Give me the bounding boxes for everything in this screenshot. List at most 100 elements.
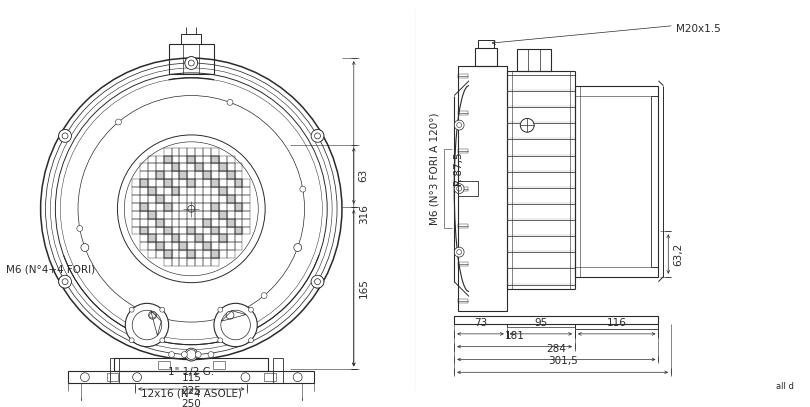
Bar (235, 227, 242, 234)
Text: 73: 73 (474, 318, 487, 328)
Bar (164, 227, 172, 234)
Bar (242, 211, 250, 219)
Bar (172, 179, 180, 187)
Bar (148, 219, 156, 227)
Polygon shape (211, 203, 219, 211)
Bar (164, 250, 172, 258)
Bar (235, 203, 242, 211)
Bar (132, 187, 140, 195)
Polygon shape (164, 227, 172, 234)
Bar (211, 179, 219, 187)
Bar (180, 179, 187, 187)
Bar (164, 250, 172, 258)
Bar (172, 148, 180, 155)
Bar (148, 171, 156, 179)
Bar (172, 155, 180, 164)
Bar (187, 250, 195, 258)
Bar (187, 227, 195, 234)
Bar (195, 155, 203, 164)
Bar (235, 171, 242, 179)
Bar (180, 250, 187, 258)
Bar (172, 242, 180, 250)
Bar (132, 211, 140, 219)
Bar (140, 187, 148, 195)
Bar (140, 227, 148, 234)
Bar (458, 66, 507, 311)
Bar (172, 211, 180, 219)
Bar (140, 234, 148, 242)
Text: 250: 250 (181, 399, 201, 407)
Bar (187, 219, 195, 227)
Polygon shape (219, 187, 227, 195)
Bar (242, 187, 250, 195)
Bar (156, 219, 164, 227)
Bar (180, 242, 187, 250)
Bar (180, 203, 187, 211)
Bar (458, 149, 468, 153)
Polygon shape (156, 195, 164, 203)
Polygon shape (211, 179, 219, 187)
Polygon shape (203, 219, 211, 227)
Text: 116: 116 (607, 318, 627, 328)
Bar (148, 187, 156, 195)
Bar (219, 187, 227, 195)
Bar (227, 171, 235, 179)
Bar (203, 155, 211, 164)
Circle shape (454, 247, 464, 257)
Bar (132, 203, 140, 211)
Bar (109, 359, 119, 383)
Bar (164, 148, 172, 155)
Bar (211, 155, 219, 164)
Polygon shape (187, 179, 195, 187)
Circle shape (160, 307, 164, 312)
Bar (242, 195, 250, 203)
Bar (156, 171, 164, 179)
Polygon shape (227, 219, 235, 227)
Bar (203, 148, 211, 155)
Circle shape (249, 338, 254, 343)
Polygon shape (172, 187, 180, 195)
Bar (164, 171, 172, 179)
Bar (172, 195, 180, 203)
Polygon shape (148, 187, 156, 195)
Bar (227, 234, 235, 242)
Bar (203, 187, 211, 195)
Bar (195, 250, 203, 258)
Bar (203, 195, 211, 203)
Polygon shape (187, 250, 195, 258)
Bar (575, 86, 659, 277)
Polygon shape (235, 227, 242, 234)
Bar (195, 148, 203, 155)
Bar (219, 234, 227, 242)
Bar (172, 234, 180, 242)
Bar (187, 171, 195, 179)
Polygon shape (180, 171, 187, 179)
Polygon shape (227, 171, 235, 179)
Bar (132, 179, 140, 187)
Bar (227, 203, 235, 211)
Bar (227, 187, 235, 195)
Bar (180, 171, 187, 179)
Text: 316: 316 (359, 204, 369, 224)
Bar (227, 211, 235, 219)
Bar (148, 234, 156, 242)
Polygon shape (195, 164, 203, 171)
Bar (203, 179, 211, 187)
Bar (164, 155, 172, 164)
Polygon shape (211, 227, 219, 234)
Bar (458, 112, 468, 116)
Circle shape (150, 312, 156, 318)
Bar (227, 250, 235, 258)
Bar (172, 219, 180, 227)
Bar (475, 48, 497, 66)
Bar (242, 219, 250, 227)
Bar (235, 179, 242, 187)
Bar (203, 227, 211, 234)
Bar (180, 242, 187, 250)
Bar (187, 227, 195, 234)
Bar (132, 227, 140, 234)
Text: 165: 165 (359, 278, 369, 298)
Bar (164, 179, 172, 187)
Bar (458, 224, 468, 228)
Bar (219, 250, 227, 258)
